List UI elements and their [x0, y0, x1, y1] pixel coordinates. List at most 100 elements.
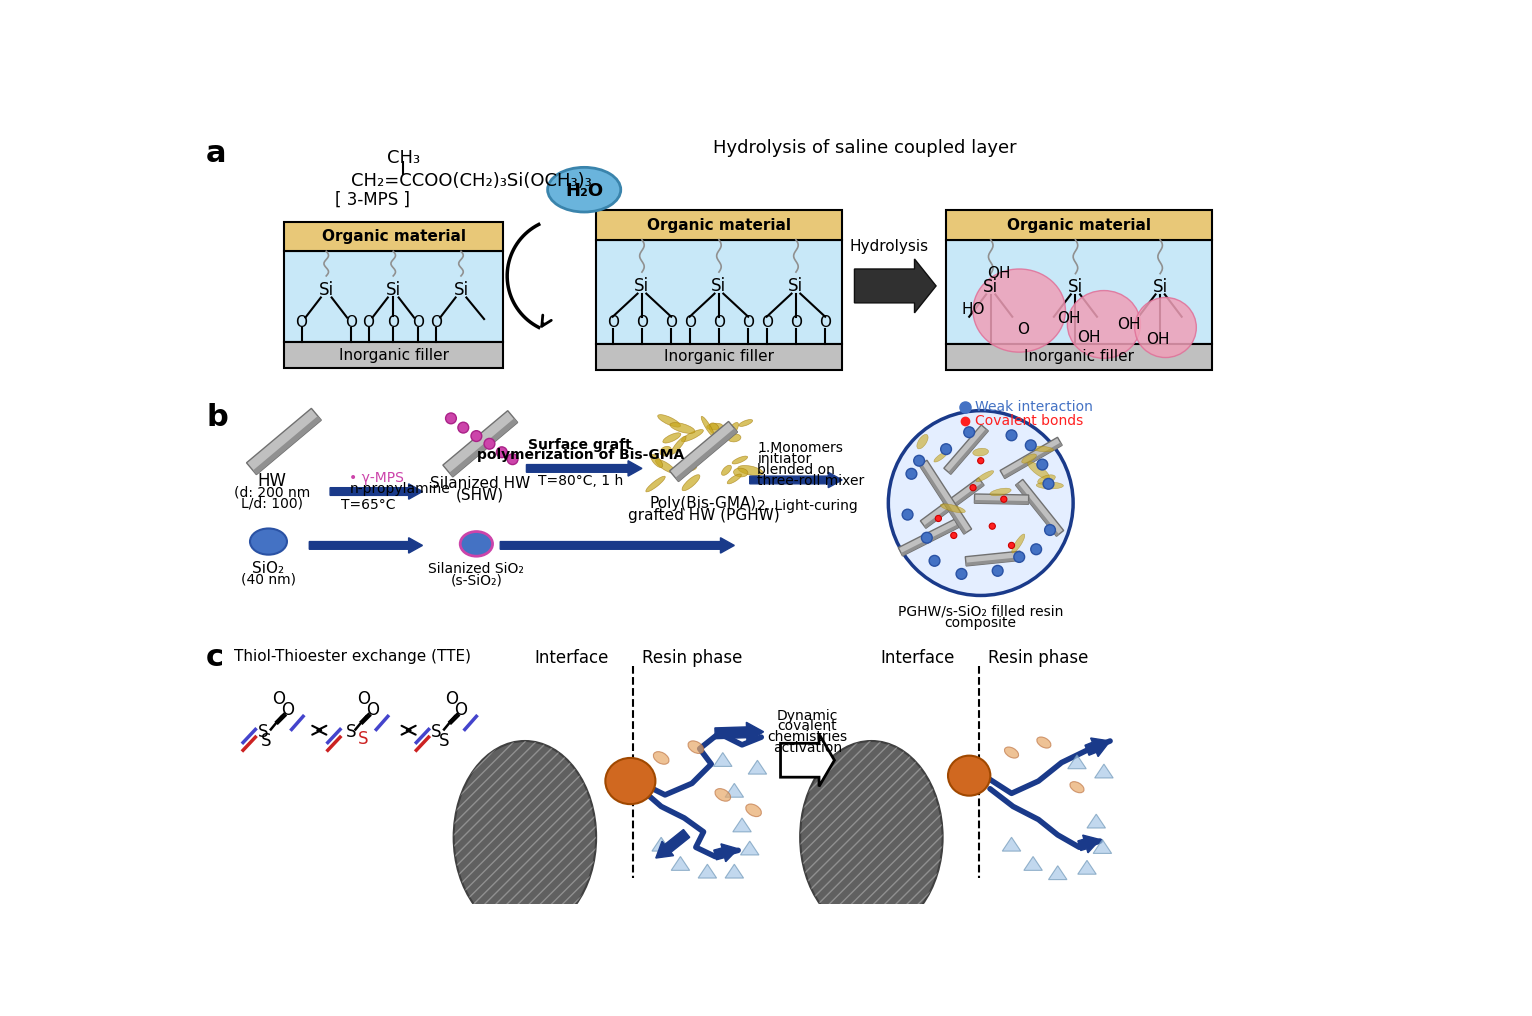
Text: chemistries: chemistries [768, 731, 847, 744]
Text: Dynamic: Dynamic [777, 709, 838, 722]
Ellipse shape [657, 415, 680, 427]
Ellipse shape [935, 452, 947, 462]
Circle shape [458, 423, 469, 433]
Text: PGHW/s-SiO₂ filled resin: PGHW/s-SiO₂ filled resin [898, 605, 1063, 619]
Bar [283, 342, 504, 369]
Ellipse shape [725, 426, 737, 435]
Circle shape [951, 532, 958, 538]
Text: polymerization of Bis-GMA: polymerization of Bis-GMA [476, 448, 683, 462]
Text: Resin phase: Resin phase [642, 648, 741, 666]
Polygon shape [948, 429, 988, 474]
Text: T=65°C: T=65°C [342, 498, 395, 512]
Text: Si: Si [789, 277, 803, 295]
Polygon shape [748, 760, 766, 774]
Bar [947, 240, 1212, 343]
Ellipse shape [605, 758, 656, 804]
Text: S: S [257, 722, 268, 741]
Ellipse shape [715, 788, 731, 802]
Ellipse shape [1022, 454, 1037, 463]
Polygon shape [653, 837, 671, 851]
Text: [ 3-MPS ]: [ 3-MPS ] [336, 191, 411, 209]
Polygon shape [1094, 839, 1112, 853]
FancyArrow shape [329, 484, 423, 499]
Text: O: O [273, 690, 285, 708]
Text: Si: Si [453, 280, 469, 299]
Circle shape [928, 556, 941, 566]
Ellipse shape [697, 446, 709, 460]
FancyArrow shape [714, 844, 738, 862]
Text: CH₂=CCOO(CH₂)₃Si(OCH₃)₃: CH₂=CCOO(CH₂)₃Si(OCH₃)₃ [351, 172, 591, 190]
Polygon shape [732, 818, 751, 832]
Polygon shape [919, 460, 971, 534]
Text: Si: Si [1068, 278, 1083, 297]
Text: Inorganic filler: Inorganic filler [663, 350, 774, 365]
Polygon shape [1000, 437, 1062, 479]
Ellipse shape [732, 456, 748, 464]
Polygon shape [1088, 814, 1106, 828]
Text: OH: OH [1077, 330, 1100, 345]
Ellipse shape [453, 741, 596, 934]
FancyArrow shape [1085, 738, 1111, 757]
Text: Hydrolysis of saline coupled layer: Hydrolysis of saline coupled layer [714, 139, 1017, 156]
Text: O: O [296, 315, 308, 329]
Circle shape [1043, 479, 1054, 490]
Polygon shape [725, 865, 743, 878]
Ellipse shape [1028, 461, 1049, 479]
Circle shape [1045, 524, 1056, 535]
FancyArrow shape [309, 537, 423, 553]
FancyArrow shape [715, 722, 763, 743]
Text: CH₃: CH₃ [386, 149, 420, 167]
Circle shape [956, 569, 967, 579]
Ellipse shape [948, 756, 990, 796]
Text: O: O [1017, 322, 1030, 337]
Circle shape [496, 447, 507, 457]
Polygon shape [780, 735, 835, 786]
Text: Si: Si [386, 280, 401, 299]
Circle shape [484, 438, 495, 449]
Text: OH: OH [1057, 311, 1082, 326]
Text: Inorganic filler: Inorganic filler [1023, 350, 1134, 365]
Circle shape [446, 412, 457, 424]
Ellipse shape [663, 433, 680, 443]
Polygon shape [699, 865, 717, 878]
Circle shape [941, 444, 951, 454]
Text: O: O [366, 701, 378, 719]
Ellipse shape [1005, 747, 1019, 758]
Bar [947, 210, 1212, 240]
Text: Inorganic filler: Inorganic filler [339, 347, 449, 363]
Text: O: O [363, 315, 375, 329]
Text: Thiol-Thioester exchange (TTE): Thiol-Thioester exchange (TTE) [234, 648, 470, 663]
Ellipse shape [660, 446, 671, 456]
Ellipse shape [738, 420, 752, 427]
Polygon shape [1023, 856, 1042, 871]
Text: activation: activation [774, 741, 843, 755]
Polygon shape [919, 463, 967, 534]
FancyArrow shape [656, 829, 689, 859]
Text: Interface: Interface [881, 648, 954, 666]
Text: O: O [683, 315, 696, 330]
Text: composite: composite [945, 617, 1017, 630]
Ellipse shape [651, 454, 663, 467]
Bar [947, 343, 1212, 370]
Text: L/d: 100): L/d: 100) [242, 497, 303, 511]
Text: Si: Si [1152, 278, 1167, 297]
Ellipse shape [656, 459, 676, 473]
Circle shape [1037, 459, 1048, 470]
Text: O: O [712, 315, 725, 330]
Text: Organic material: Organic material [1007, 217, 1151, 233]
Polygon shape [253, 416, 322, 474]
FancyArrow shape [501, 537, 734, 553]
Circle shape [1025, 440, 1036, 451]
Text: T=80°C, 1 h: T=80°C, 1 h [538, 473, 624, 488]
Text: Hydrolysis: Hydrolysis [850, 239, 928, 254]
Text: a: a [207, 139, 227, 168]
Text: three-roll mixer: three-roll mixer [757, 473, 864, 488]
Bar [596, 240, 843, 343]
Ellipse shape [1037, 474, 1056, 485]
Text: • γ-MPS: • γ-MPS [349, 470, 404, 485]
Ellipse shape [688, 741, 703, 754]
Ellipse shape [1037, 737, 1051, 748]
Circle shape [936, 515, 942, 521]
Polygon shape [944, 425, 988, 474]
Text: c: c [207, 643, 224, 673]
